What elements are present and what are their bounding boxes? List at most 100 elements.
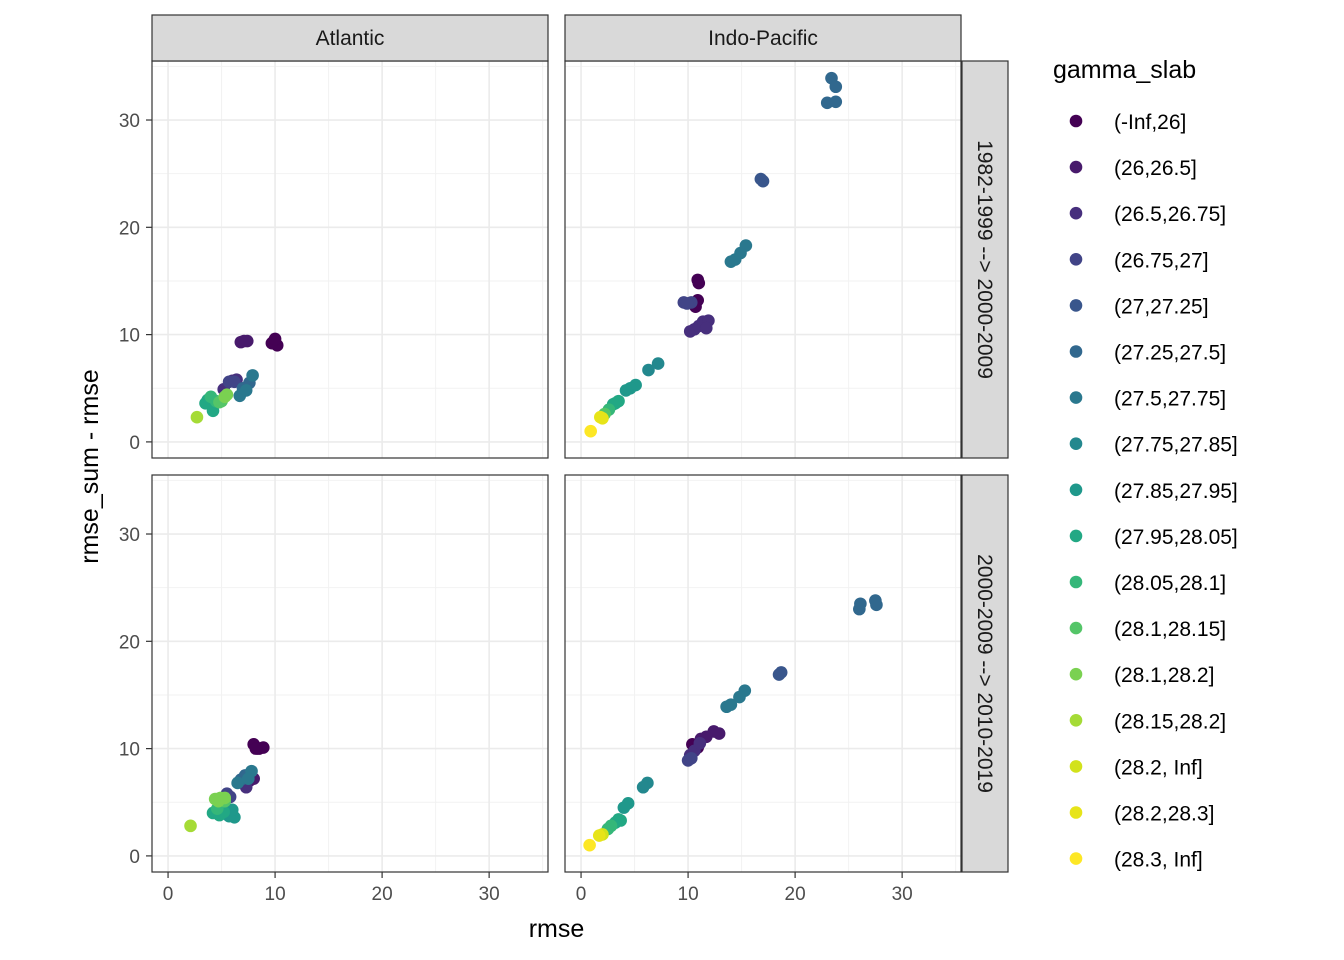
legend-label: (26.5,26.75] (1114, 203, 1226, 226)
data-point (614, 814, 627, 827)
y-tick-label: 30 (119, 111, 140, 132)
data-point (190, 410, 204, 424)
legend-label: (28.2, Inf] (1114, 756, 1203, 779)
data-point (617, 801, 631, 814)
panel-0-0 (151, 60, 549, 459)
y-axis-title: rmse_sum - rmse (76, 369, 104, 563)
axes-layer: 0 10 20 30 0 10 20 30 0 10 20 30 0 10 20 30 (119, 111, 913, 905)
data-point (651, 357, 665, 370)
x-axis-title: rmse (529, 915, 585, 943)
legend-label: (27.75,27.85] (1114, 434, 1238, 457)
data-point (720, 700, 733, 714)
legend-key (1069, 206, 1083, 220)
legend-entry: (26.5,26.75] (1069, 203, 1226, 226)
panel-0-1 (564, 60, 962, 459)
data-point (684, 751, 698, 765)
legend-entry: (-Inf,26] (1069, 111, 1186, 134)
x-tick-label: 10 (265, 884, 286, 905)
legend-label: (27,27.25] (1114, 295, 1209, 318)
data-point (774, 666, 788, 679)
legend-entry: (27.85,27.95] (1069, 480, 1238, 503)
legend-label: (27.5,27.75] (1114, 388, 1226, 411)
data-point (756, 174, 770, 188)
legend-title: gamma_slab (1053, 56, 1196, 84)
legend-key (1069, 391, 1083, 404)
y-tick-label: 20 (119, 218, 140, 239)
legend-key (1069, 852, 1083, 865)
legend-entry: (28.15,28.2] (1069, 710, 1226, 733)
legend-label: (28.05,28.1] (1114, 572, 1226, 595)
x-tick-label: 0 (576, 884, 587, 905)
panels-layer (151, 60, 962, 873)
x-tick-label: 20 (372, 884, 393, 905)
legend-key (1069, 299, 1083, 312)
data-point (212, 794, 225, 808)
data-point (829, 95, 843, 109)
strip-label-period-1: 1982-1999 --> 2000-2009 (973, 140, 996, 379)
strip-col-atlantic: Atlantic (151, 14, 549, 62)
data-point (228, 375, 241, 389)
strip-label-indo-pacific: Indo-Pacific (708, 27, 818, 50)
y-tick-label: 0 (129, 433, 140, 454)
data-point (693, 736, 707, 750)
legend-entry: (28.2, Inf] (1069, 756, 1203, 779)
legend-key (1069, 437, 1083, 451)
data-point (829, 80, 843, 94)
data-point (724, 255, 738, 268)
y-tick-label: 0 (129, 847, 140, 868)
legend-label: (26,26.5] (1114, 157, 1197, 180)
data-point (592, 829, 606, 842)
strip-label-period-2: 2000-2009 --> 2010-2019 (973, 554, 996, 793)
data-point (239, 384, 253, 397)
legend-entry: (28.1,28.15] (1069, 618, 1226, 641)
x-tick-label: 30 (479, 884, 500, 905)
data-point (184, 819, 197, 833)
legend-entry: (28.05,28.1] (1069, 572, 1226, 595)
legend-entry: (28.1,28.2] (1069, 664, 1214, 687)
strip-label-atlantic: Atlantic (316, 27, 385, 50)
legend-label: (28.15,28.2] (1114, 710, 1226, 733)
legend-key (1069, 483, 1083, 497)
data-point (712, 727, 726, 740)
legend-key (1069, 621, 1083, 635)
legend-key (1069, 160, 1083, 174)
data-point (231, 776, 244, 790)
data-point (237, 334, 251, 348)
data-point (220, 388, 234, 401)
strip-row-2: 2000-2009 --> 2010-2019 (961, 474, 1009, 873)
strip-col-indo-pacific: Indo-Pacific (564, 14, 962, 62)
x-tick-label: 20 (785, 884, 806, 905)
legend-entry: (27.75,27.85] (1069, 434, 1238, 457)
data-point (584, 424, 597, 438)
legend-label: (-Inf,26] (1114, 111, 1186, 134)
legend-key (1069, 806, 1083, 819)
legend-key (1069, 714, 1083, 727)
legend-key (1069, 252, 1083, 266)
data-point (870, 598, 883, 612)
legend-label: (28.1,28.2] (1114, 664, 1214, 687)
data-point (242, 772, 255, 785)
legend-entry: (27,27.25] (1069, 295, 1209, 318)
y-tick-label: 10 (119, 326, 140, 347)
panel-1-1 (564, 474, 962, 873)
panel-border (151, 474, 549, 873)
data-point (699, 321, 713, 335)
legend-entry: (26,26.5] (1069, 157, 1197, 180)
legend-key (1069, 114, 1083, 128)
data-point (636, 780, 650, 794)
data-point (246, 369, 259, 382)
data-point (642, 363, 655, 377)
y-tick-label: 30 (119, 525, 140, 546)
legend-key (1069, 529, 1083, 543)
legend-label: (27.95,28.05] (1114, 526, 1238, 549)
x-tick-label: 0 (163, 884, 174, 905)
data-point (619, 384, 633, 397)
legend-label: (27.85,27.95] (1114, 480, 1238, 503)
data-point (853, 602, 866, 616)
data-point (583, 838, 596, 852)
legend-label: (28.3, Inf] (1114, 849, 1203, 872)
data-point (268, 332, 282, 346)
legend-label: (28.2,28.3] (1114, 803, 1214, 826)
data-point (596, 412, 609, 425)
